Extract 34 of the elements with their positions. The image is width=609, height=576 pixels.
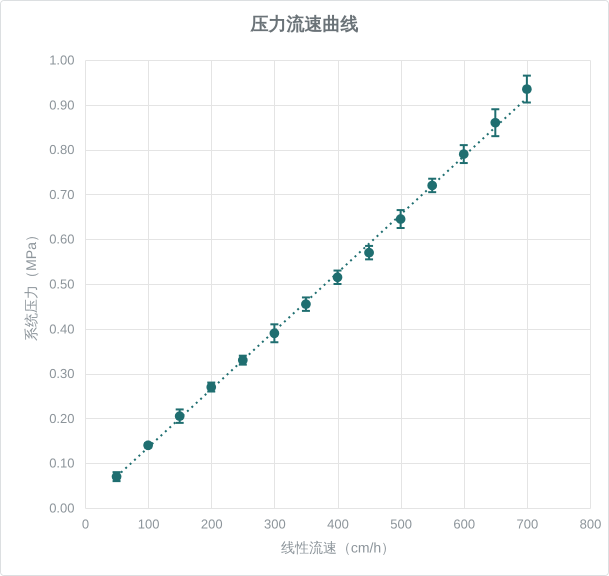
point bbox=[364, 248, 374, 258]
x-tick-label: 300 bbox=[264, 516, 286, 532]
x-tick-label: 600 bbox=[453, 516, 476, 532]
y-tick-label: 0.60 bbox=[49, 232, 74, 247]
y-tick-label: 0.00 bbox=[49, 500, 74, 516]
y-axis-title: 系统压力（MPa） bbox=[23, 228, 40, 341]
y-tick-label: 0.50 bbox=[49, 276, 74, 292]
point bbox=[332, 272, 342, 282]
x-tick-label: 500 bbox=[390, 516, 412, 532]
x-tick-label: 400 bbox=[327, 516, 349, 532]
point bbox=[143, 440, 153, 450]
y-tick-label: 0.20 bbox=[49, 410, 74, 426]
y-tick-label: 0.90 bbox=[49, 97, 74, 112]
y-tick-label: 0.80 bbox=[49, 142, 74, 158]
point bbox=[490, 118, 500, 128]
x-tick-label: 700 bbox=[516, 516, 538, 532]
x-tick-label: 0 bbox=[82, 516, 90, 532]
chart-title: 压力流速曲线 bbox=[250, 14, 358, 34]
point bbox=[270, 328, 280, 338]
x-axis-title: 线性流速（cm/h） bbox=[280, 540, 396, 556]
point bbox=[522, 84, 532, 94]
y-tick-label: 0.40 bbox=[49, 321, 74, 336]
y-tick-label: 1.00 bbox=[49, 52, 74, 68]
y-tick-label: 0.30 bbox=[49, 366, 74, 382]
x-tick-label: 100 bbox=[138, 516, 160, 532]
point bbox=[301, 299, 311, 310]
point bbox=[427, 180, 438, 190]
point bbox=[174, 411, 185, 422]
x-tick-label: 200 bbox=[200, 516, 223, 532]
point bbox=[458, 149, 469, 159]
point bbox=[396, 214, 406, 224]
y-tick-label: 0.10 bbox=[49, 456, 74, 471]
y-tick-label: 0.70 bbox=[49, 186, 74, 202]
x-tick-label: 800 bbox=[580, 516, 602, 532]
